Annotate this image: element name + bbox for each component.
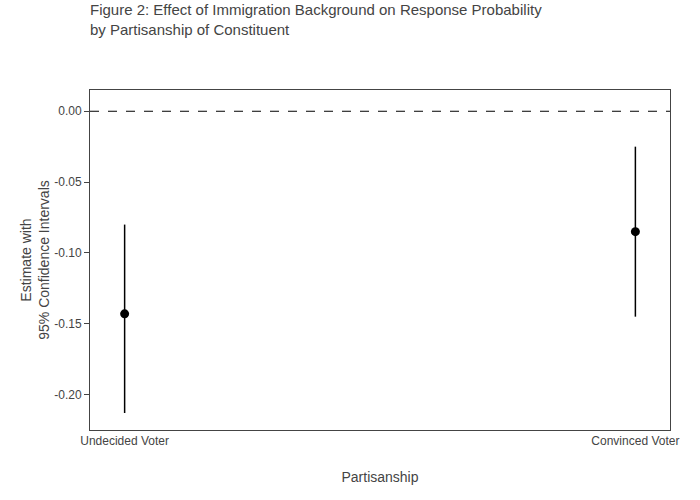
svg-text:-0.10: -0.10 — [54, 246, 82, 260]
svg-text:Estimate with95% Confidence In: Estimate with95% Confidence Intervals — [18, 180, 52, 340]
svg-text:Partisanship: Partisanship — [341, 469, 418, 485]
svg-text:-0.15: -0.15 — [54, 317, 82, 331]
svg-text:Convinced Voter: Convinced Voter — [591, 434, 679, 448]
svg-text:-0.20: -0.20 — [54, 388, 82, 402]
svg-text:Figure 2: Effect of Immigratio: Figure 2: Effect of Immigration Backgrou… — [90, 1, 542, 38]
svg-text:0.00: 0.00 — [58, 104, 82, 118]
svg-text:Undecided Voter: Undecided Voter — [80, 434, 169, 448]
svg-text:-0.05: -0.05 — [54, 175, 82, 189]
